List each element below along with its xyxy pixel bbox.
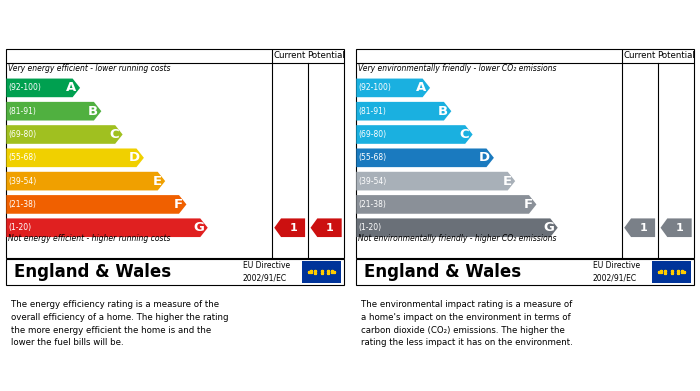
Polygon shape <box>356 125 473 144</box>
Text: (81-91): (81-91) <box>8 107 36 116</box>
Text: Environmental Impact (CO₂) Rating: Environmental Impact (CO₂) Rating <box>364 19 626 32</box>
Text: The environmental impact rating is a measure of
a home's impact on the environme: The environmental impact rating is a mea… <box>360 300 573 347</box>
Text: 1: 1 <box>326 223 333 233</box>
Text: (55-68): (55-68) <box>8 153 36 162</box>
Text: The energy efficiency rating is a measure of the
overall efficiency of a home. T: The energy efficiency rating is a measur… <box>10 300 228 347</box>
Polygon shape <box>6 195 186 214</box>
Text: (69-80): (69-80) <box>8 130 36 139</box>
Text: (55-68): (55-68) <box>358 153 386 162</box>
Text: England & Wales: England & Wales <box>364 263 522 281</box>
Text: (1-20): (1-20) <box>358 223 382 232</box>
Polygon shape <box>6 79 80 97</box>
Text: E: E <box>503 175 512 188</box>
Polygon shape <box>356 172 515 190</box>
Polygon shape <box>6 149 144 167</box>
Polygon shape <box>661 219 692 237</box>
Polygon shape <box>6 172 165 190</box>
Text: 1: 1 <box>639 223 647 233</box>
Text: F: F <box>174 198 183 211</box>
Text: (39-54): (39-54) <box>358 177 386 186</box>
Text: EU Directive
2002/91/EC: EU Directive 2002/91/EC <box>243 262 290 282</box>
Polygon shape <box>6 125 122 144</box>
Text: G: G <box>193 221 204 234</box>
Polygon shape <box>356 102 452 120</box>
Text: D: D <box>129 151 140 164</box>
Polygon shape <box>624 219 655 237</box>
Polygon shape <box>356 79 430 97</box>
Polygon shape <box>356 195 536 214</box>
Text: B: B <box>88 105 97 118</box>
Text: Potential: Potential <box>657 51 695 60</box>
Text: Very environmentally friendly - lower CO₂ emissions: Very environmentally friendly - lower CO… <box>358 64 556 73</box>
Text: (81-91): (81-91) <box>358 107 386 116</box>
Text: A: A <box>416 81 426 94</box>
Text: Current: Current <box>274 51 306 60</box>
Text: (21-38): (21-38) <box>358 200 386 209</box>
Polygon shape <box>356 219 558 237</box>
Text: G: G <box>543 221 554 234</box>
Bar <box>652 261 691 283</box>
Polygon shape <box>356 149 494 167</box>
Polygon shape <box>6 102 101 120</box>
Text: Not environmentally friendly - higher CO₂ emissions: Not environmentally friendly - higher CO… <box>358 233 556 242</box>
Text: (21-38): (21-38) <box>8 200 36 209</box>
Polygon shape <box>6 219 208 237</box>
Text: 1: 1 <box>676 223 683 233</box>
Text: (39-54): (39-54) <box>8 177 36 186</box>
Text: Not energy efficient - higher running costs: Not energy efficient - higher running co… <box>8 233 171 242</box>
Bar <box>302 261 341 283</box>
Text: EU Directive
2002/91/EC: EU Directive 2002/91/EC <box>593 262 640 282</box>
Text: F: F <box>524 198 533 211</box>
Text: Energy Efficiency Rating: Energy Efficiency Rating <box>14 19 197 32</box>
Text: (1-20): (1-20) <box>8 223 32 232</box>
Text: England & Wales: England & Wales <box>14 263 172 281</box>
Text: (69-80): (69-80) <box>358 130 386 139</box>
Text: 1: 1 <box>289 223 297 233</box>
Text: (92-100): (92-100) <box>8 83 41 92</box>
Polygon shape <box>274 219 305 237</box>
Text: Current: Current <box>624 51 656 60</box>
Text: (92-100): (92-100) <box>358 83 391 92</box>
Text: C: C <box>109 128 119 141</box>
Polygon shape <box>311 219 342 237</box>
Text: C: C <box>459 128 469 141</box>
Text: Very energy efficient - lower running costs: Very energy efficient - lower running co… <box>8 64 171 73</box>
Text: A: A <box>66 81 76 94</box>
Text: B: B <box>438 105 447 118</box>
Text: D: D <box>479 151 490 164</box>
Text: E: E <box>153 175 162 188</box>
Text: Potential: Potential <box>307 51 345 60</box>
